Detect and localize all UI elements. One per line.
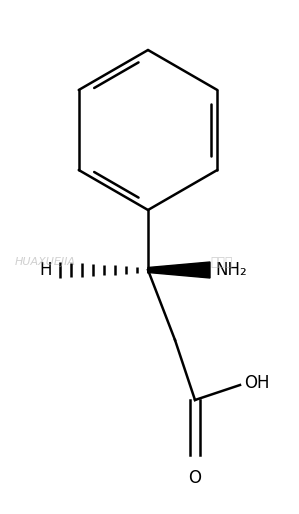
- Text: 化学加: 化学加: [210, 255, 233, 268]
- Text: HUAXUEJIA: HUAXUEJIA: [15, 257, 76, 267]
- Text: NH₂: NH₂: [215, 261, 247, 279]
- Text: OH: OH: [244, 374, 269, 392]
- Text: O: O: [188, 469, 202, 487]
- Polygon shape: [148, 262, 210, 278]
- Text: H: H: [39, 261, 52, 279]
